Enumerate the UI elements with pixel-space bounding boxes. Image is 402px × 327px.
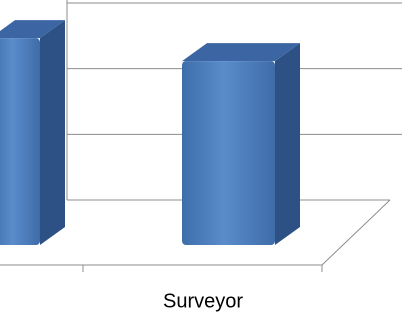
bar — [182, 43, 300, 246]
bar-top — [182, 43, 300, 62]
bar-front — [0, 38, 40, 245]
bar-front — [182, 61, 275, 246]
walls — [0, 0, 391, 272]
x-tick-label: Surveyor — [163, 290, 243, 312]
bar-side — [40, 20, 65, 246]
bar-side — [275, 43, 300, 246]
bar — [0, 20, 65, 246]
bar-top — [0, 20, 65, 39]
floor-side-edge — [321, 199, 391, 266]
